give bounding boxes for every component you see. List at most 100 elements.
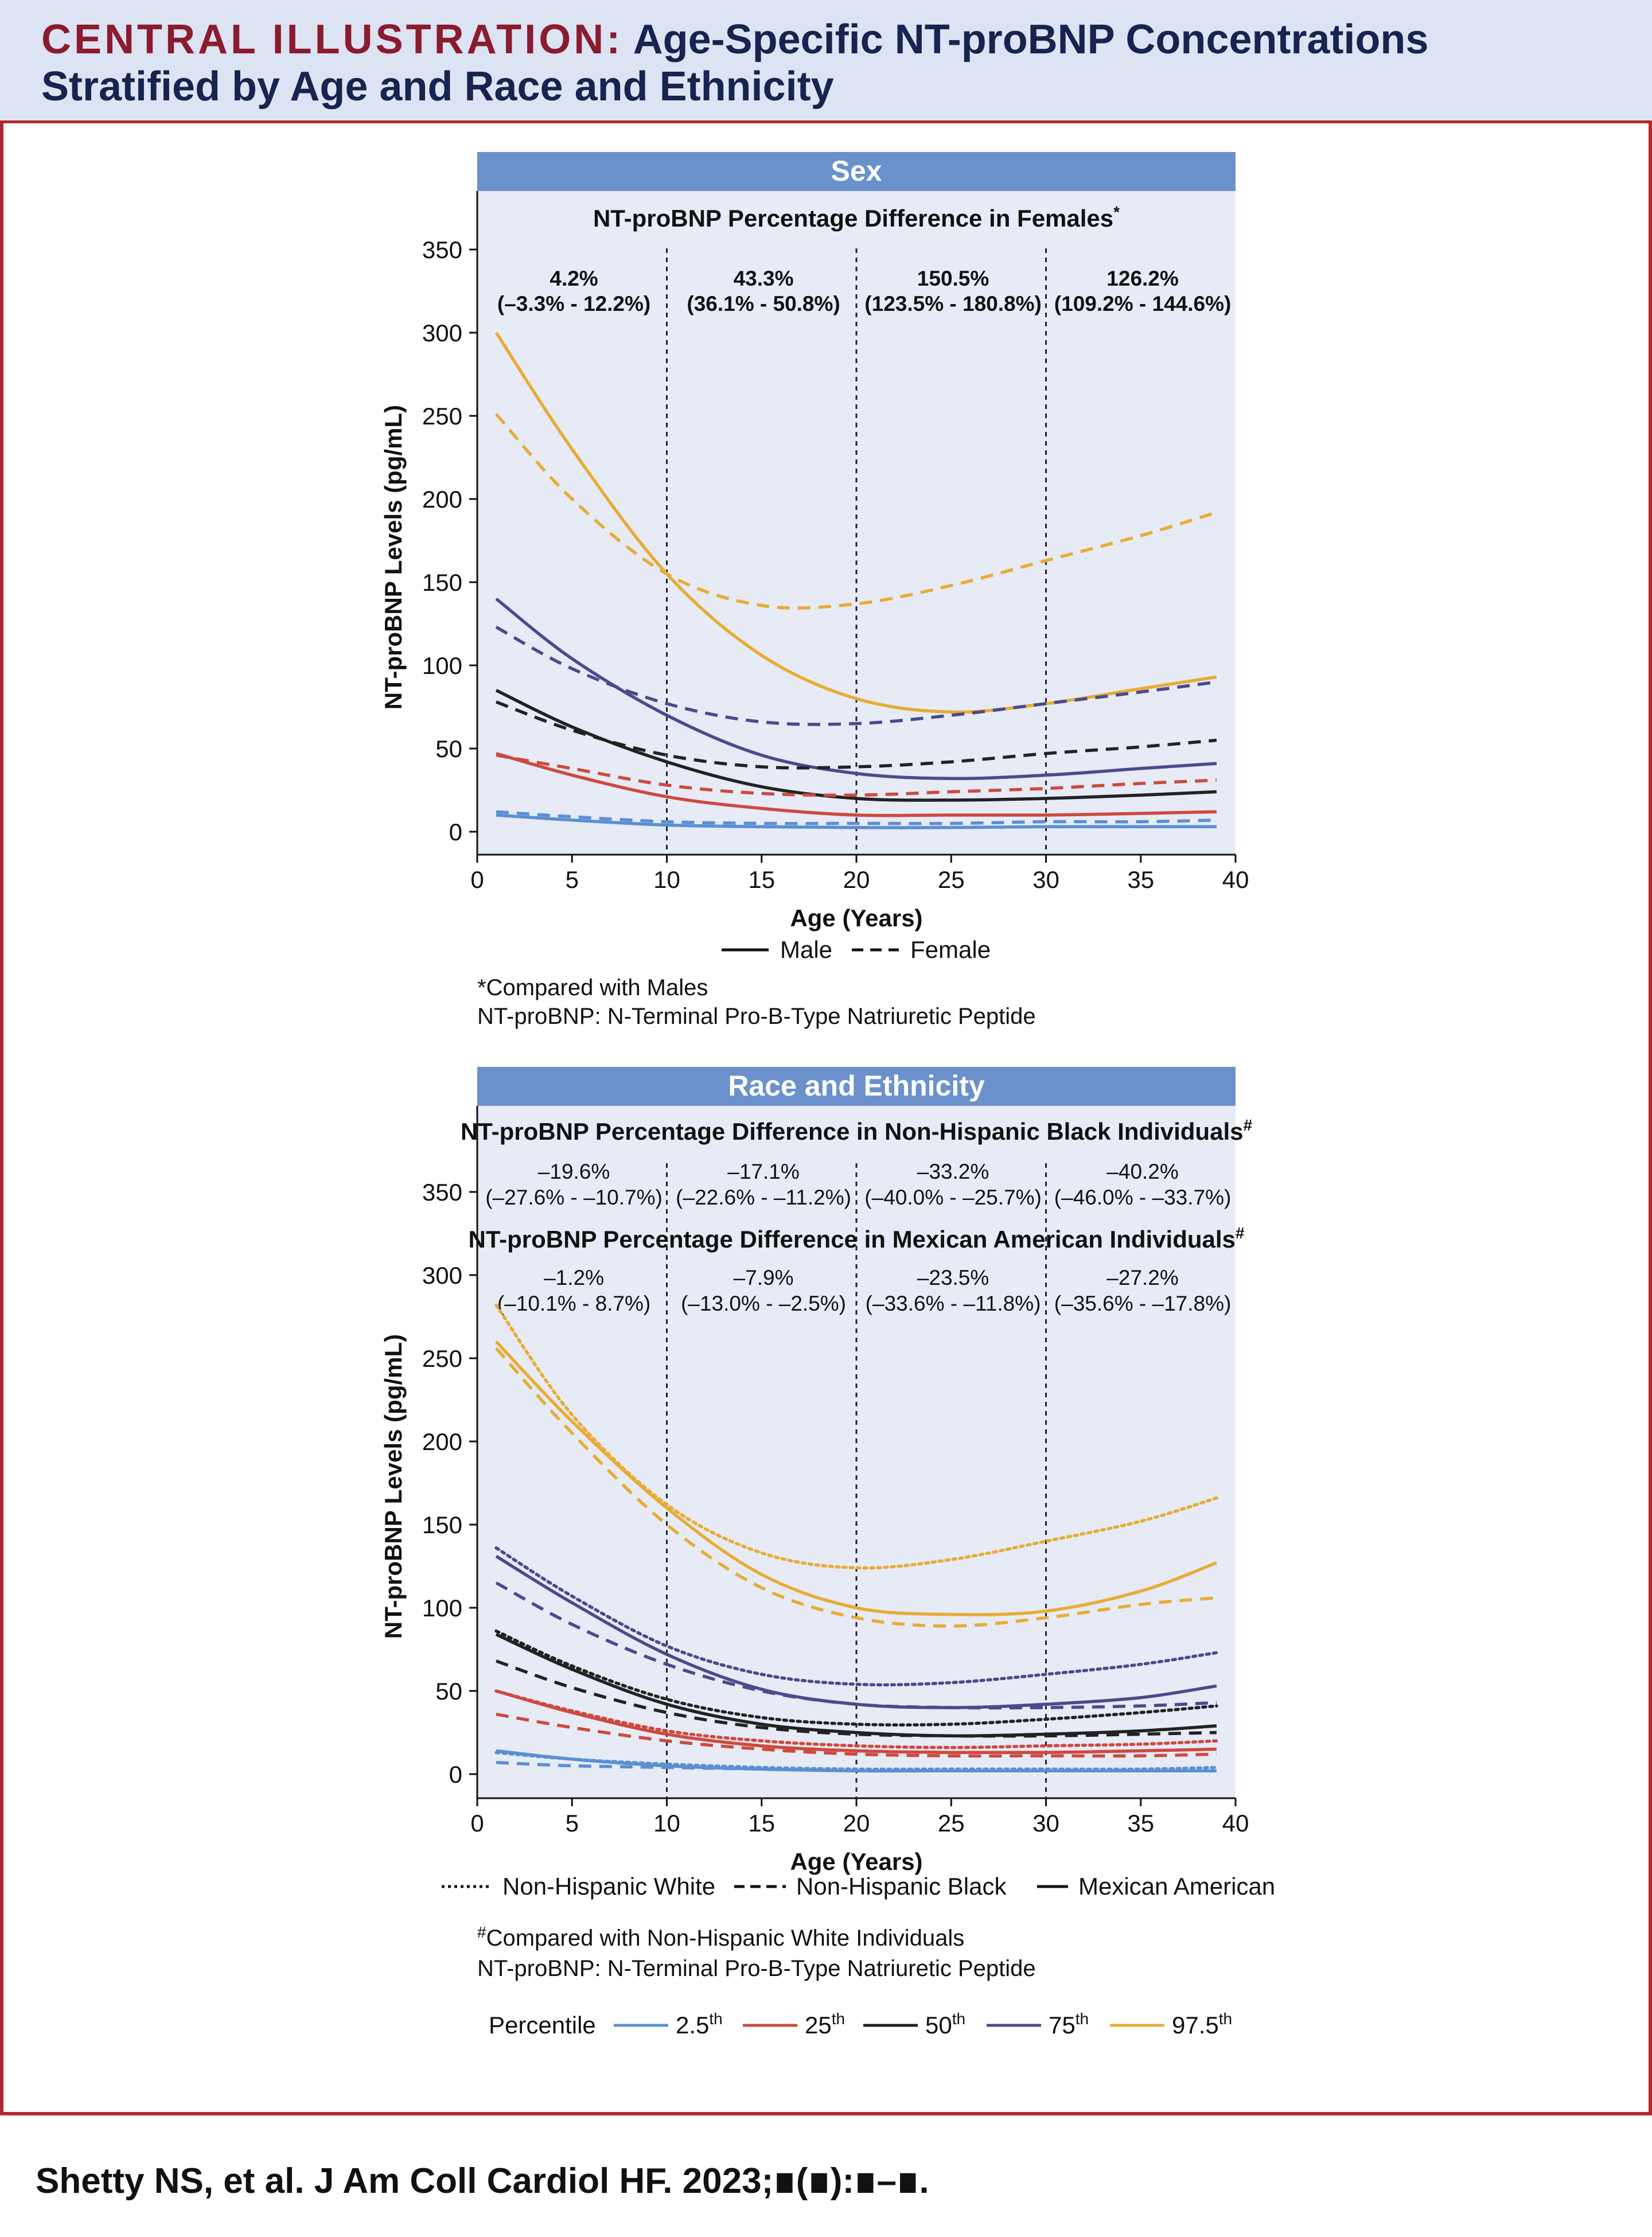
annotation-percent: 150.5% (917, 267, 989, 290)
annotation-percent: –23.5% (917, 1266, 989, 1289)
illustration-frame (0, 0, 1652, 2115)
legend-label: Non-Hispanic White (502, 1873, 715, 1900)
annotation-ci: (–22.6% - –11.2%) (676, 1186, 851, 1209)
annotation-ci: (109.2% - 144.6%) (1054, 292, 1232, 315)
annotation-heading: NT-proBNP Percentage Difference in Mexic… (469, 1224, 1245, 1253)
percentile-suffix: th (709, 2010, 722, 2028)
x-tick-label: 5 (566, 1810, 579, 1837)
series-line-non-hispanic-black-50th (496, 1659, 1217, 1738)
annotation-ci: (–10.1% - 8.7%) (497, 1292, 650, 1315)
y-tick-label: 0 (449, 1761, 462, 1788)
header-banner: CENTRAL ILLUSTRATION: Age-Specific NT-pr… (0, 0, 1652, 123)
y-tick-label: 100 (422, 652, 462, 679)
y-tick-label: 150 (422, 569, 462, 596)
annotation-percent: 43.3% (734, 267, 794, 290)
series-line-mexican-american-50th (495, 1632, 1217, 1738)
annotation-ci: (–35.6% - –17.8%) (1054, 1292, 1232, 1315)
x-tick-label: 0 (470, 1810, 484, 1837)
series-line-female-97-5th (494, 413, 1217, 610)
percentile-label: 75th (1049, 2010, 1089, 2039)
panel-banner-label: Sex (831, 155, 882, 187)
percentile-label: 25th (805, 2010, 845, 2039)
x-tick-label: 15 (748, 1810, 775, 1837)
x-tick-label: 10 (653, 1810, 680, 1837)
percentile-suffix: th (1076, 2010, 1089, 2028)
x-tick-label: 10 (653, 866, 680, 893)
legend-label: Mexican American (1078, 1873, 1275, 1900)
annotation-percent: –19.6% (538, 1160, 610, 1183)
footnote: *Compared with Males (477, 975, 708, 1000)
x-tick-label: 15 (748, 866, 775, 893)
y-tick-label: 350 (422, 236, 462, 263)
y-tick-label: 300 (422, 1262, 462, 1289)
percentile-label: 2.5th (676, 2010, 723, 2039)
annotation-percent: –33.2% (917, 1160, 989, 1183)
citation: Shetty NS, et al. J Am Coll Cardiol HF. … (36, 2161, 929, 2201)
y-tick-label: 300 (422, 319, 462, 346)
footnote: NT-proBNP: N-Terminal Pro-B-Type Natriur… (477, 1956, 1036, 1981)
x-axis-label: Age (Years) (790, 905, 922, 932)
x-axis-label: Age (Years) (790, 1848, 922, 1875)
page-title: CENTRAL ILLUSTRATION: Age-Specific NT-pr… (41, 16, 1636, 110)
series-line-mexican-american-97-5th (495, 1340, 1217, 1616)
y-tick-label: 50 (435, 735, 462, 762)
x-tick-label: 40 (1222, 866, 1249, 893)
chart-panel-sex: Sex 0 50 100 150 200 250 300 350 0 5 10 15 20 25 30 35 40… (380, 152, 1249, 1029)
title-line-2: Stratified by Age and Race and Ethnicity (41, 64, 834, 110)
series-line-mexican-american-2-5th (496, 1749, 1217, 1773)
footnote-mark: # (477, 1923, 486, 1941)
annotation-percent: –1.2% (544, 1266, 604, 1289)
annotation-ci: (–27.6% - –10.7%) (485, 1186, 663, 1209)
x-tick-label: 35 (1127, 1810, 1154, 1837)
x-tick-label: 20 (843, 1810, 870, 1837)
y-tick-label: 200 (422, 1428, 462, 1455)
series-line-male-97-5th (494, 332, 1217, 714)
heading-footnote-mark: # (1243, 1116, 1252, 1134)
annotation-ci: (36.1% - 50.8%) (687, 292, 840, 315)
annotation-ci: (123.5% - 180.8%) (864, 292, 1042, 315)
annotation-percent: –40.2% (1106, 1160, 1179, 1183)
legend-label: Male (780, 936, 832, 963)
series-line-non-hispanic-white-50th (494, 1629, 1218, 1727)
x-tick-label: 25 (938, 866, 965, 893)
x-tick-label: 35 (1127, 866, 1154, 893)
series-line-non-hispanic-white-25th (494, 1689, 1218, 1749)
annotation-percent: –17.1% (727, 1160, 800, 1183)
annotation-percent: 4.2% (550, 267, 598, 290)
series-line-male-25th (496, 752, 1217, 817)
series-line-male-2-5th (496, 813, 1217, 829)
y-tick-label: 100 (422, 1595, 462, 1622)
x-tick-label: 25 (938, 1810, 965, 1837)
panel-banner (477, 152, 1236, 191)
annotation-heading: NT-proBNP Percentage Difference in Non-H… (461, 1116, 1253, 1145)
panel-banner-label: Race and Ethnicity (728, 1070, 985, 1102)
header-label: CENTRAL ILLUSTRATION: (41, 17, 624, 63)
annotation-percent: –7.9% (734, 1266, 794, 1289)
y-tick-label: 250 (422, 403, 462, 430)
footnote: NT-proBNP: N-Terminal Pro-B-Type Natriur… (477, 1004, 1036, 1029)
annotation-ci: (–13.0% - –2.5%) (681, 1292, 846, 1315)
series-line-non-hispanic-white-97-5th (494, 1303, 1218, 1570)
series-line-female-50th (496, 700, 1217, 770)
series-line-non-hispanic-black-97-5th (494, 1347, 1217, 1628)
annotation-ci: (–40.0% - –25.7%) (864, 1186, 1042, 1209)
annotation-percent: –27.2% (1106, 1266, 1179, 1289)
x-tick-label: 30 (1032, 1810, 1059, 1837)
y-tick-label: 150 (422, 1511, 462, 1538)
x-tick-label: 0 (470, 866, 484, 893)
series-line-female-2-5th (496, 810, 1217, 825)
annotation-heading: NT-proBNP Percentage Difference in Femal… (593, 203, 1120, 232)
heading-footnote-mark: # (1236, 1224, 1245, 1242)
annotation-ci: (–3.3% - 12.2%) (497, 292, 650, 315)
percentile-label: 50th (925, 2010, 965, 2039)
y-tick-label: 250 (422, 1345, 462, 1372)
series-line-mexican-american-75th (495, 1554, 1217, 1709)
y-tick-label: 350 (422, 1179, 462, 1206)
series-line-non-hispanic-black-25th (496, 1712, 1217, 1758)
chart-panel-race-ethnicity: Race and Ethnicity 0 50 100 150 200 250 300 350 0… (380, 1067, 1275, 1981)
series-line-male-75th (495, 597, 1217, 780)
x-tick-label: 5 (566, 866, 579, 893)
heading-footnote-mark: * (1113, 203, 1120, 221)
y-tick-label: 50 (435, 1678, 462, 1705)
